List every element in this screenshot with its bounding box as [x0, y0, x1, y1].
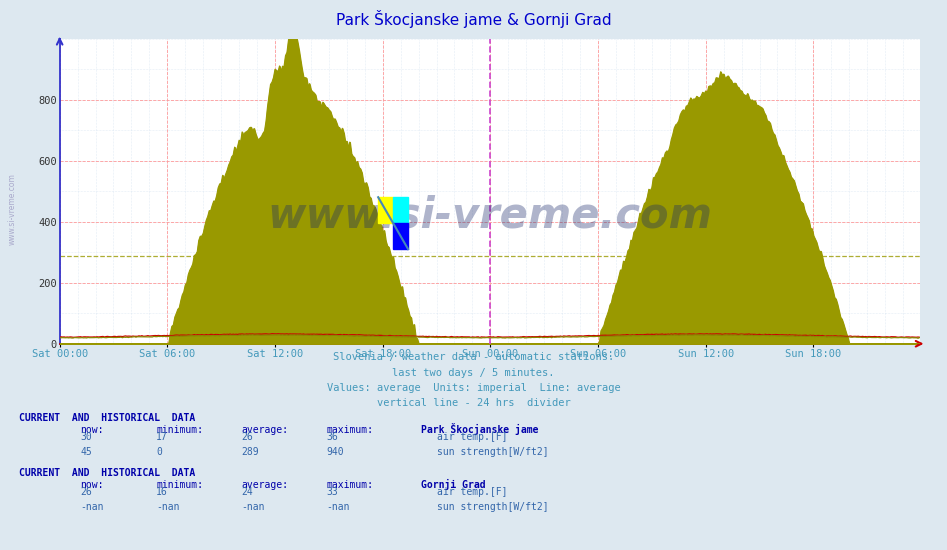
Text: -nan: -nan — [156, 502, 180, 512]
Text: sun strength[W/ft2]: sun strength[W/ft2] — [437, 447, 548, 457]
Text: minimum:: minimum: — [156, 425, 204, 435]
Text: 16: 16 — [156, 487, 168, 497]
Text: average:: average: — [241, 480, 289, 490]
Polygon shape — [378, 197, 393, 223]
Text: air temp.[F]: air temp.[F] — [437, 432, 507, 442]
Text: maximum:: maximum: — [327, 480, 374, 490]
Text: Gornji Grad: Gornji Grad — [421, 479, 486, 490]
Text: 33: 33 — [327, 487, 338, 497]
Text: CURRENT  AND  HISTORICAL  DATA: CURRENT AND HISTORICAL DATA — [19, 412, 195, 423]
Text: Values: average  Units: imperial  Line: average: Values: average Units: imperial Line: av… — [327, 383, 620, 393]
Text: average:: average: — [241, 425, 289, 435]
Text: 289: 289 — [241, 447, 259, 457]
Text: 45: 45 — [80, 447, 92, 457]
Text: maximum:: maximum: — [327, 425, 374, 435]
Text: air temp.[F]: air temp.[F] — [437, 487, 507, 497]
Text: CURRENT  AND  HISTORICAL  DATA: CURRENT AND HISTORICAL DATA — [19, 468, 195, 478]
Text: 17: 17 — [156, 432, 168, 442]
Polygon shape — [393, 197, 408, 223]
Text: Park Škocjanske jame & Gornji Grad: Park Škocjanske jame & Gornji Grad — [335, 10, 612, 28]
Text: Slovenia / weather data - automatic stations.: Slovenia / weather data - automatic stat… — [333, 352, 614, 362]
Text: www.si-vreme.com: www.si-vreme.com — [8, 173, 17, 245]
Text: minimum:: minimum: — [156, 480, 204, 490]
Text: last two days / 5 minutes.: last two days / 5 minutes. — [392, 367, 555, 378]
Text: 940: 940 — [327, 447, 345, 457]
Text: -nan: -nan — [241, 502, 265, 512]
Text: 26: 26 — [80, 487, 92, 497]
Text: 30: 30 — [80, 432, 92, 442]
Text: 0: 0 — [156, 447, 162, 457]
Text: 26: 26 — [241, 432, 253, 442]
Text: 24: 24 — [241, 487, 253, 497]
Text: Park Škocjanske jame: Park Škocjanske jame — [421, 423, 539, 435]
Text: 36: 36 — [327, 432, 338, 442]
Polygon shape — [393, 223, 408, 249]
Text: vertical line - 24 hrs  divider: vertical line - 24 hrs divider — [377, 398, 570, 409]
Text: now:: now: — [80, 480, 104, 490]
Text: sun strength[W/ft2]: sun strength[W/ft2] — [437, 502, 548, 512]
Text: www.si-vreme.com: www.si-vreme.com — [267, 195, 712, 236]
Text: -nan: -nan — [327, 502, 350, 512]
Text: -nan: -nan — [80, 502, 104, 512]
Text: now:: now: — [80, 425, 104, 435]
